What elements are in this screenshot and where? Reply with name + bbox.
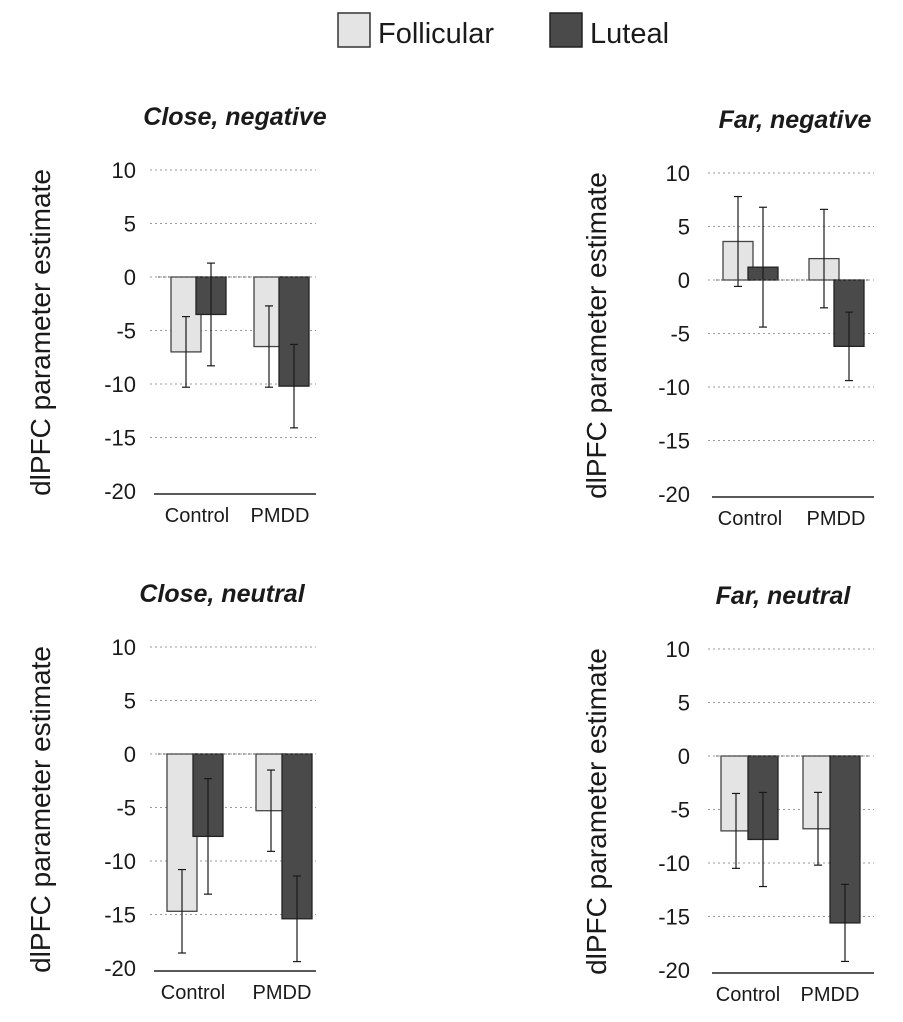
y-tick-label: 10 (666, 161, 690, 186)
y-tick-label: -10 (104, 372, 136, 397)
panel-title: Close, neutral (139, 580, 305, 608)
x-tick-label: Control (718, 508, 782, 530)
y-tick-label: -10 (658, 375, 690, 400)
x-tick-label: Control (716, 984, 780, 1006)
panel-title: Close, negative (143, 103, 326, 131)
error-bar (265, 305, 273, 388)
y-axis-label: dlPFC parameter estimate (25, 169, 56, 496)
error-bar (814, 791, 822, 866)
y-tick-label: -5 (670, 322, 690, 347)
y-tick-label: 0 (678, 268, 690, 293)
error-bar (759, 206, 767, 328)
y-tick-label: -20 (658, 958, 690, 983)
y-tick-label: -10 (658, 851, 690, 876)
y-tick-label: -20 (104, 956, 136, 981)
y-tick-label: 0 (124, 742, 136, 767)
legend-swatch-luteal (549, 12, 583, 48)
error-bar (182, 315, 190, 388)
y-tick-label: 10 (112, 635, 136, 660)
error-bar (267, 769, 275, 852)
x-tick-label: Control (161, 982, 225, 1004)
x-tick-label: Control (165, 505, 229, 527)
y-tick-label: -20 (658, 482, 690, 507)
error-bar (204, 778, 212, 895)
y-tick-label: -15 (658, 905, 690, 930)
error-bar (841, 883, 849, 963)
chart-panel-1: Close, negative dlPFC parameter estimate 1… (25, 103, 327, 527)
chart-panel-2: Far, negative dlPFC parameter estimate 10 5… (581, 106, 874, 530)
y-tick-label: 5 (124, 212, 136, 237)
y-tick-label: -5 (116, 796, 136, 821)
error-bar (207, 262, 215, 367)
y-tick-label: 10 (112, 158, 136, 183)
y-tick-label: 5 (124, 689, 136, 714)
error-bar (820, 208, 828, 309)
x-tick-label: PMDD (251, 505, 310, 527)
panel-title: Far, neutral (716, 582, 852, 610)
chart-panel-4: Far, neutral dlPFC parameter estimate 10 5 0… (581, 582, 874, 1006)
y-tick-label: 10 (666, 637, 690, 662)
legend-swatch-follicular (337, 12, 371, 48)
error-bar (293, 875, 301, 963)
y-tick-label: 0 (124, 265, 136, 290)
y-tick-label: -10 (104, 849, 136, 874)
y-tick-label: -15 (104, 903, 136, 928)
x-tick-label: PMDD (807, 508, 866, 530)
error-bar (759, 791, 767, 888)
y-tick-label: -5 (670, 798, 690, 823)
y-tick-label: 0 (678, 744, 690, 769)
error-bar (732, 792, 740, 869)
y-tick-label: 5 (678, 691, 690, 716)
y-tick-label: 5 (678, 215, 690, 240)
panel-title: Far, negative (719, 106, 872, 134)
y-tick-label: -15 (658, 429, 690, 454)
y-axis-label: dlPFC parameter estimate (25, 646, 56, 973)
x-tick-label: PMDD (801, 984, 860, 1006)
y-axis-label: dlPFC parameter estimate (581, 648, 612, 975)
error-bar (290, 343, 298, 429)
legend: Follicular Luteal (337, 12, 669, 50)
legend-label-follicular: Follicular (378, 18, 494, 50)
y-tick-label: -15 (104, 426, 136, 451)
error-bar (845, 311, 853, 382)
legend-label-luteal: Luteal (590, 18, 669, 50)
x-tick-label: PMDD (253, 982, 312, 1004)
error-bar (734, 195, 742, 288)
y-axis-label: dlPFC parameter estimate (581, 172, 612, 499)
y-tick-label: -20 (104, 479, 136, 504)
y-tick-label: -5 (116, 319, 136, 344)
chart-panel-3: Close, neutral dlPFC parameter estimate 10… (25, 580, 316, 1004)
error-bar (178, 868, 186, 954)
